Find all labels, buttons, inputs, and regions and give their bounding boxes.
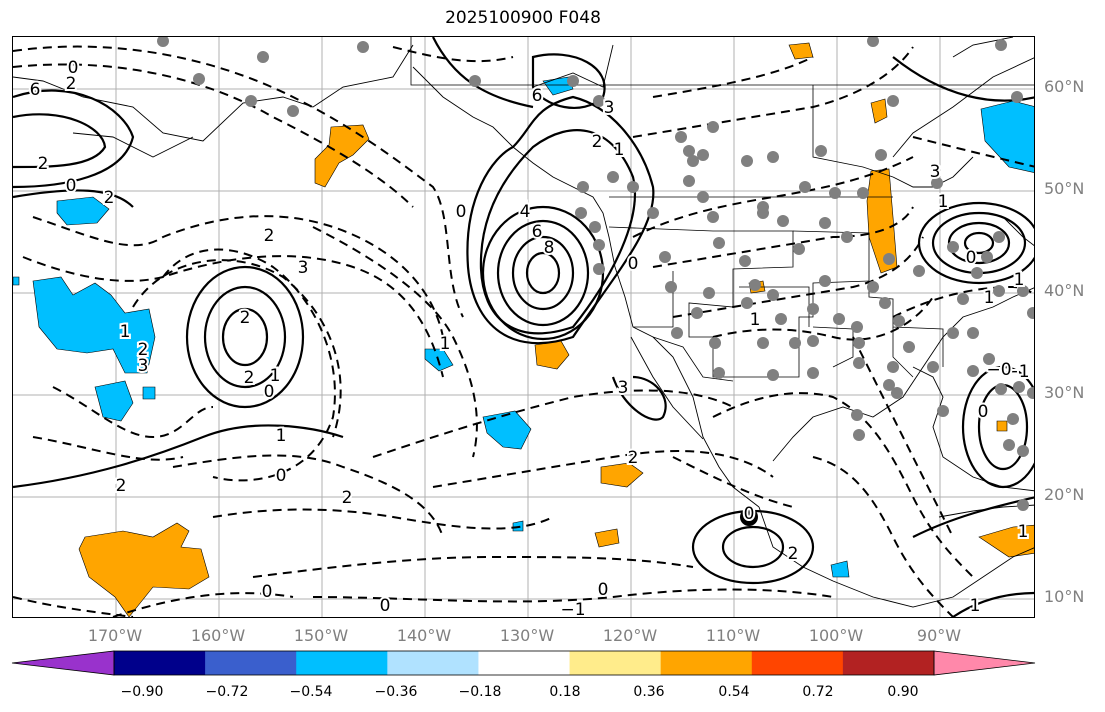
colorbar-segment [205,651,297,675]
contour-label: 1 [938,192,949,212]
colorbar [11,650,1036,676]
lon-label-100w: 100°W [808,626,864,645]
contour-label: 1 [440,334,451,354]
colorbar-tick-label: −0.36 [374,684,418,700]
lat-label-20n: 20°N [1044,485,1085,504]
contour-label: 0 [380,596,391,616]
storm-center-marker [740,508,758,526]
colorbar-segment [660,651,753,675]
contour-label: 2 [138,340,149,360]
colorbar-tick-label: 0.72 [802,684,834,700]
contour-label: 6 [532,86,543,106]
colorbar-tick-label: 0.36 [633,684,665,700]
contour-label: 0 [276,466,287,486]
contour-label: 8 [544,238,555,258]
colorbar-tick-label: 0.18 [549,684,581,700]
lon-label-170w: 170°W [87,626,143,645]
colorbar-segment [842,651,935,675]
lat-label-60n: 60°N [1044,77,1085,96]
contour-label: 2 [240,308,251,328]
coastlines [13,37,1034,608]
lon-label-110w: 110°W [705,626,761,645]
colorbar-extend-high [934,651,1035,675]
contour-label: 1 [1014,270,1025,290]
colorbar-segment [751,651,844,675]
contour-label: 1 [270,366,281,386]
colorbar-segment [387,651,479,675]
contour-label: 0 [66,176,77,196]
lon-label-150w: 150°W [293,626,349,645]
contour-label: 1 [276,426,287,446]
contour-label: 4 [520,202,531,222]
colorbar-tick-label: −0.90 [120,684,164,700]
contour-label: 2 [244,368,255,388]
solid-contours [13,37,1034,617]
contour-label: 0 [978,402,989,422]
lat-label-30n: 30°N [1044,383,1085,402]
colorbar-tick-label: −0.54 [289,684,333,700]
colorbar-extend-low [12,651,114,675]
map-title: 2025100900 F048 [445,8,601,28]
contour-label: 2 [628,448,639,468]
contour-label: 6 [30,80,41,100]
contour-label: 1 [120,322,131,342]
map-panel: 0 2 6 2 0 2 2 3 2 2 1 0 1 0 2 1 6 3 2 4 6 8 0 1 0 3 2 1 0 2 3 1 0 1 1 −1 −0 0… [12,36,1035,618]
contour-label: 3 [618,378,629,398]
contour-label: 1 [984,288,995,308]
lon-label-130w: 130°W [499,626,555,645]
contour-label: 1 [970,596,981,616]
contour-label: 0 [598,580,609,600]
colorbar-tick-label: 0.90 [887,684,919,700]
contour-label: 2 [592,132,603,152]
contour-label: 3 [298,258,309,278]
lat-label-50n: 50°N [1044,179,1085,198]
lon-label-140w: 140°W [396,626,452,645]
colorbar-segment [569,651,662,675]
contour-label: 1 [614,140,625,160]
dashed-contours [13,45,1034,617]
contour-label: 0 [966,248,977,268]
lat-label-10n: 10°N [1044,587,1085,606]
contour-label: 0 [628,254,639,274]
contour-label: 2 [116,476,127,496]
contour-label: −0 [986,360,1011,380]
lon-label-120w: 120°W [602,626,658,645]
colorbar-tick-label: 0.54 [718,684,750,700]
contour-label: 3 [930,162,941,182]
contour-label: 0 [264,382,275,402]
contour-label: 2 [66,74,77,94]
colorbar-tick-label: −0.72 [205,684,249,700]
contour-label: 2 [264,226,275,246]
contour-label: 3 [604,98,615,118]
station-dots [157,37,1034,511]
contour-label: 2 [38,154,49,174]
positive-shading [78,42,1034,617]
negative-shading [13,76,1034,578]
lon-label-90w: 90°W [916,626,962,645]
contour-label: 0 [262,582,273,602]
contour-label: 6 [532,222,543,242]
colorbar-tick-label: −0.18 [458,684,502,700]
contour-label: −1 [1004,362,1029,382]
colorbar-segment [296,651,388,675]
contour-label: 1 [1018,522,1029,542]
contour-label: 2 [104,188,115,208]
contour-label: 1 [750,310,761,330]
contour-label: 3 [138,356,149,376]
contour-label: 0 [744,504,755,524]
contour-label: 0 [68,58,79,78]
colorbar-segment [114,651,206,675]
contour-label: 2 [342,488,353,508]
colorbar-segment [478,651,571,675]
lon-label-160w: 160°W [190,626,246,645]
lat-label-40n: 40°N [1044,281,1085,300]
contour-label: 2 [788,544,799,564]
contour-label: 0 [456,202,467,222]
contour-label: −1 [560,600,585,618]
